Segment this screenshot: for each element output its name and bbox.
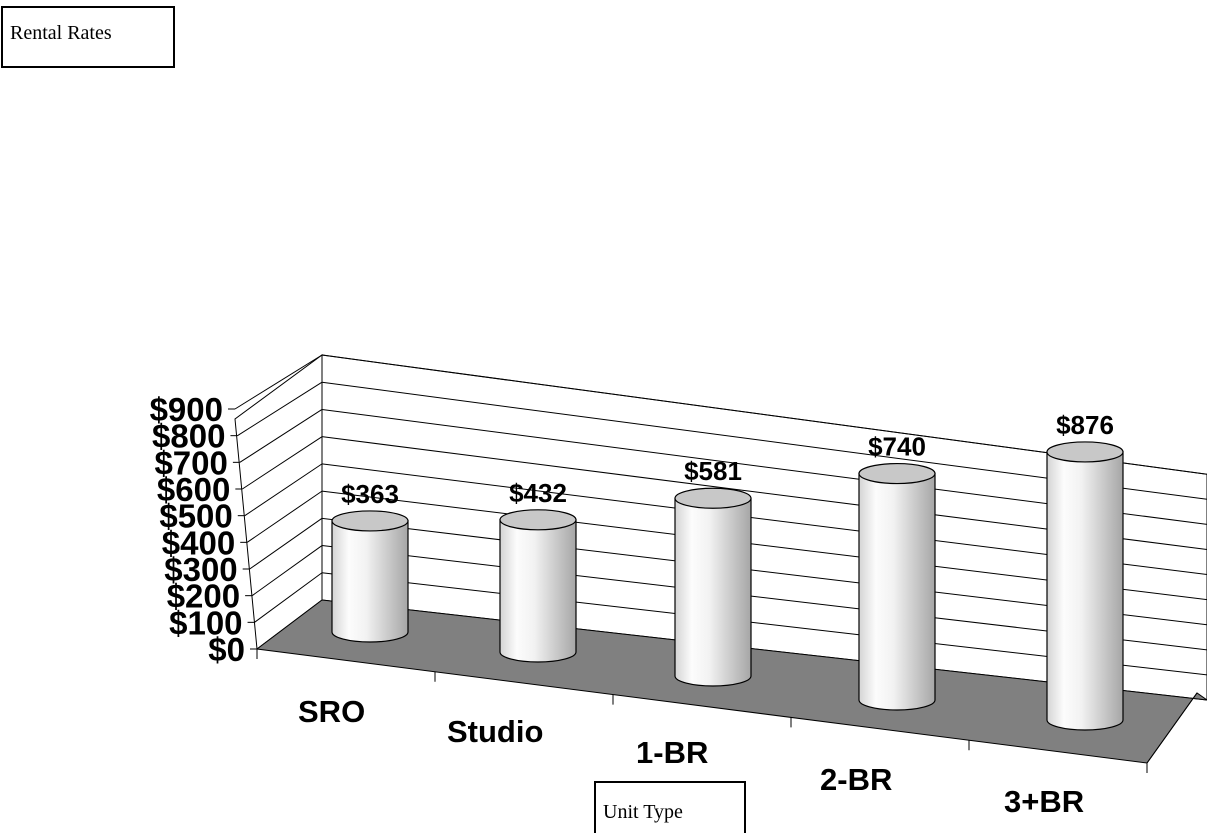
y-axis-title: Rental Rates [1,6,175,68]
data-label: $432 [509,478,567,508]
bar-top [499,509,577,531]
gridline-side [244,463,323,517]
axis-ticks: $0$100$200$300$400$500$600$700$800$900 SR… [150,391,1148,819]
bar-body [674,497,752,687]
y-tick-label: $700 [154,444,227,481]
gridline-side [234,354,323,410]
bar: $740 [858,432,936,711]
floor-edge [1146,692,1198,764]
y-tick-label: $100 [169,604,242,641]
x-tick-label: 2-BR [820,762,892,797]
bars: $363 $432 $581 $740 $876 [331,410,1124,731]
y-tick-label: $400 [162,524,235,561]
data-label: $876 [1056,410,1114,440]
gridline-side [237,381,323,437]
x-tick-label: SRO [298,694,365,729]
gridline-side [239,409,323,463]
bar: $363 [331,479,409,643]
data-label: $363 [341,479,399,509]
y-tick-label: $300 [164,551,237,588]
bar: $581 [674,456,752,687]
y-tick-label: $800 [152,418,225,455]
data-label: $740 [868,432,926,462]
y-tick-label: $200 [167,578,240,615]
x-tick-label: 1-BR [636,735,708,770]
gridline-side [246,490,323,543]
bar-top [331,510,409,532]
bar-top [858,462,936,485]
gridline-side [249,517,323,570]
y-tick-label: $900 [150,391,223,428]
bar-body [499,519,577,663]
x-tick-label: 3+BR [1004,784,1084,819]
y-tick-label: $600 [157,471,230,508]
gridline-side [242,436,323,490]
bar-top [1046,441,1124,463]
bar-body [331,520,409,643]
bar: $432 [499,478,577,663]
bar-top [674,487,752,509]
bar: $876 [1046,410,1124,731]
y-tick-label: $500 [159,498,232,535]
gridline-side [254,572,323,623]
gridline-side [251,545,323,597]
bar-body [1046,451,1124,731]
y-tick-label: $0 [208,631,245,668]
x-tick-label: Studio [447,714,543,749]
data-label: $581 [684,456,742,486]
bar-body [858,472,936,711]
x-axis-title: Unit Type [594,781,746,833]
